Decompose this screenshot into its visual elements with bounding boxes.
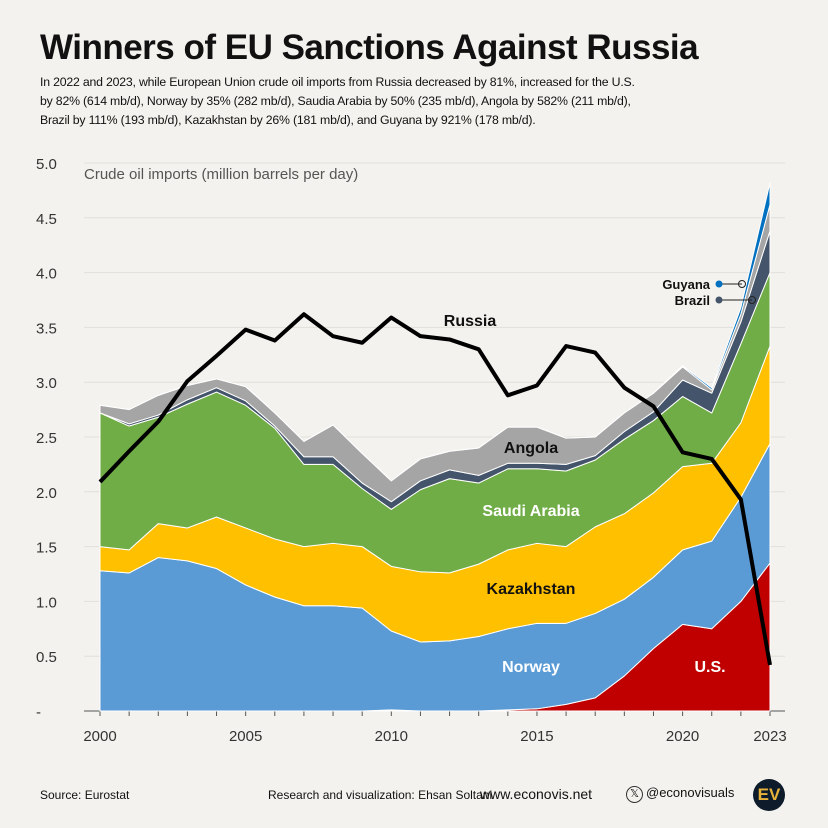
label-guyana: Guyana bbox=[662, 277, 710, 292]
label-russia: Russia bbox=[444, 313, 497, 330]
website-link[interactable]: www.econovis.net bbox=[480, 786, 593, 802]
x-tick-label: 2020 bbox=[666, 728, 699, 745]
y-tick-label: 1.0 bbox=[36, 594, 57, 611]
y-tick-label: 3.5 bbox=[36, 320, 57, 337]
label-brazil: Brazil bbox=[675, 293, 710, 308]
callout-ring bbox=[748, 296, 756, 304]
label-norway: Norway bbox=[502, 659, 560, 676]
y-tick-label: 0.5 bbox=[36, 649, 57, 666]
callout-dot bbox=[715, 280, 723, 288]
x-logo-icon: 𝕏 bbox=[626, 786, 643, 803]
x-tick-label: 2000 bbox=[83, 728, 116, 745]
x-tick-label: 2010 bbox=[375, 728, 408, 745]
subtitle: In 2022 and 2023, while European Union c… bbox=[40, 75, 635, 127]
x-tick-label: 2005 bbox=[229, 728, 262, 745]
area-guyana bbox=[99, 182, 771, 482]
y-tick-label: - bbox=[36, 704, 41, 721]
label-u-s-: U.S. bbox=[694, 659, 725, 676]
x-handle[interactable]: 𝕏 @econovisuals bbox=[626, 785, 734, 803]
credit-note: Research and visualization: Ehsan Soltan… bbox=[268, 788, 493, 802]
label-kazakhstan: Kazakhstan bbox=[487, 581, 576, 598]
y-tick-label: 4.0 bbox=[36, 266, 57, 283]
label-angola: Angola bbox=[504, 440, 558, 457]
label-saudi-arabia: Saudi Arabia bbox=[482, 503, 579, 520]
page-title: Winners of EU Sanctions Against Russia bbox=[40, 28, 699, 67]
y-tick-label: 2.0 bbox=[36, 485, 57, 502]
line-russia bbox=[98, 312, 772, 666]
econovis-logo: EV bbox=[753, 779, 785, 811]
x-tick-label: 2023 bbox=[753, 728, 786, 745]
callout-ring bbox=[738, 280, 746, 288]
callout-dot bbox=[715, 296, 723, 304]
y-tick-label: 2.5 bbox=[36, 430, 57, 447]
source-note: Source: Eurostat bbox=[40, 788, 130, 802]
y-tick-label: 3.0 bbox=[36, 375, 57, 392]
x-tick-label: 2015 bbox=[520, 728, 553, 745]
y-tick-label: 5.0 bbox=[36, 156, 57, 173]
y-tick-label: 1.5 bbox=[36, 540, 57, 557]
handle-text: @econovisuals bbox=[646, 785, 735, 800]
y-axis-label: Crude oil imports (million barrels per d… bbox=[84, 166, 358, 183]
y-tick-label: 4.5 bbox=[36, 211, 57, 228]
